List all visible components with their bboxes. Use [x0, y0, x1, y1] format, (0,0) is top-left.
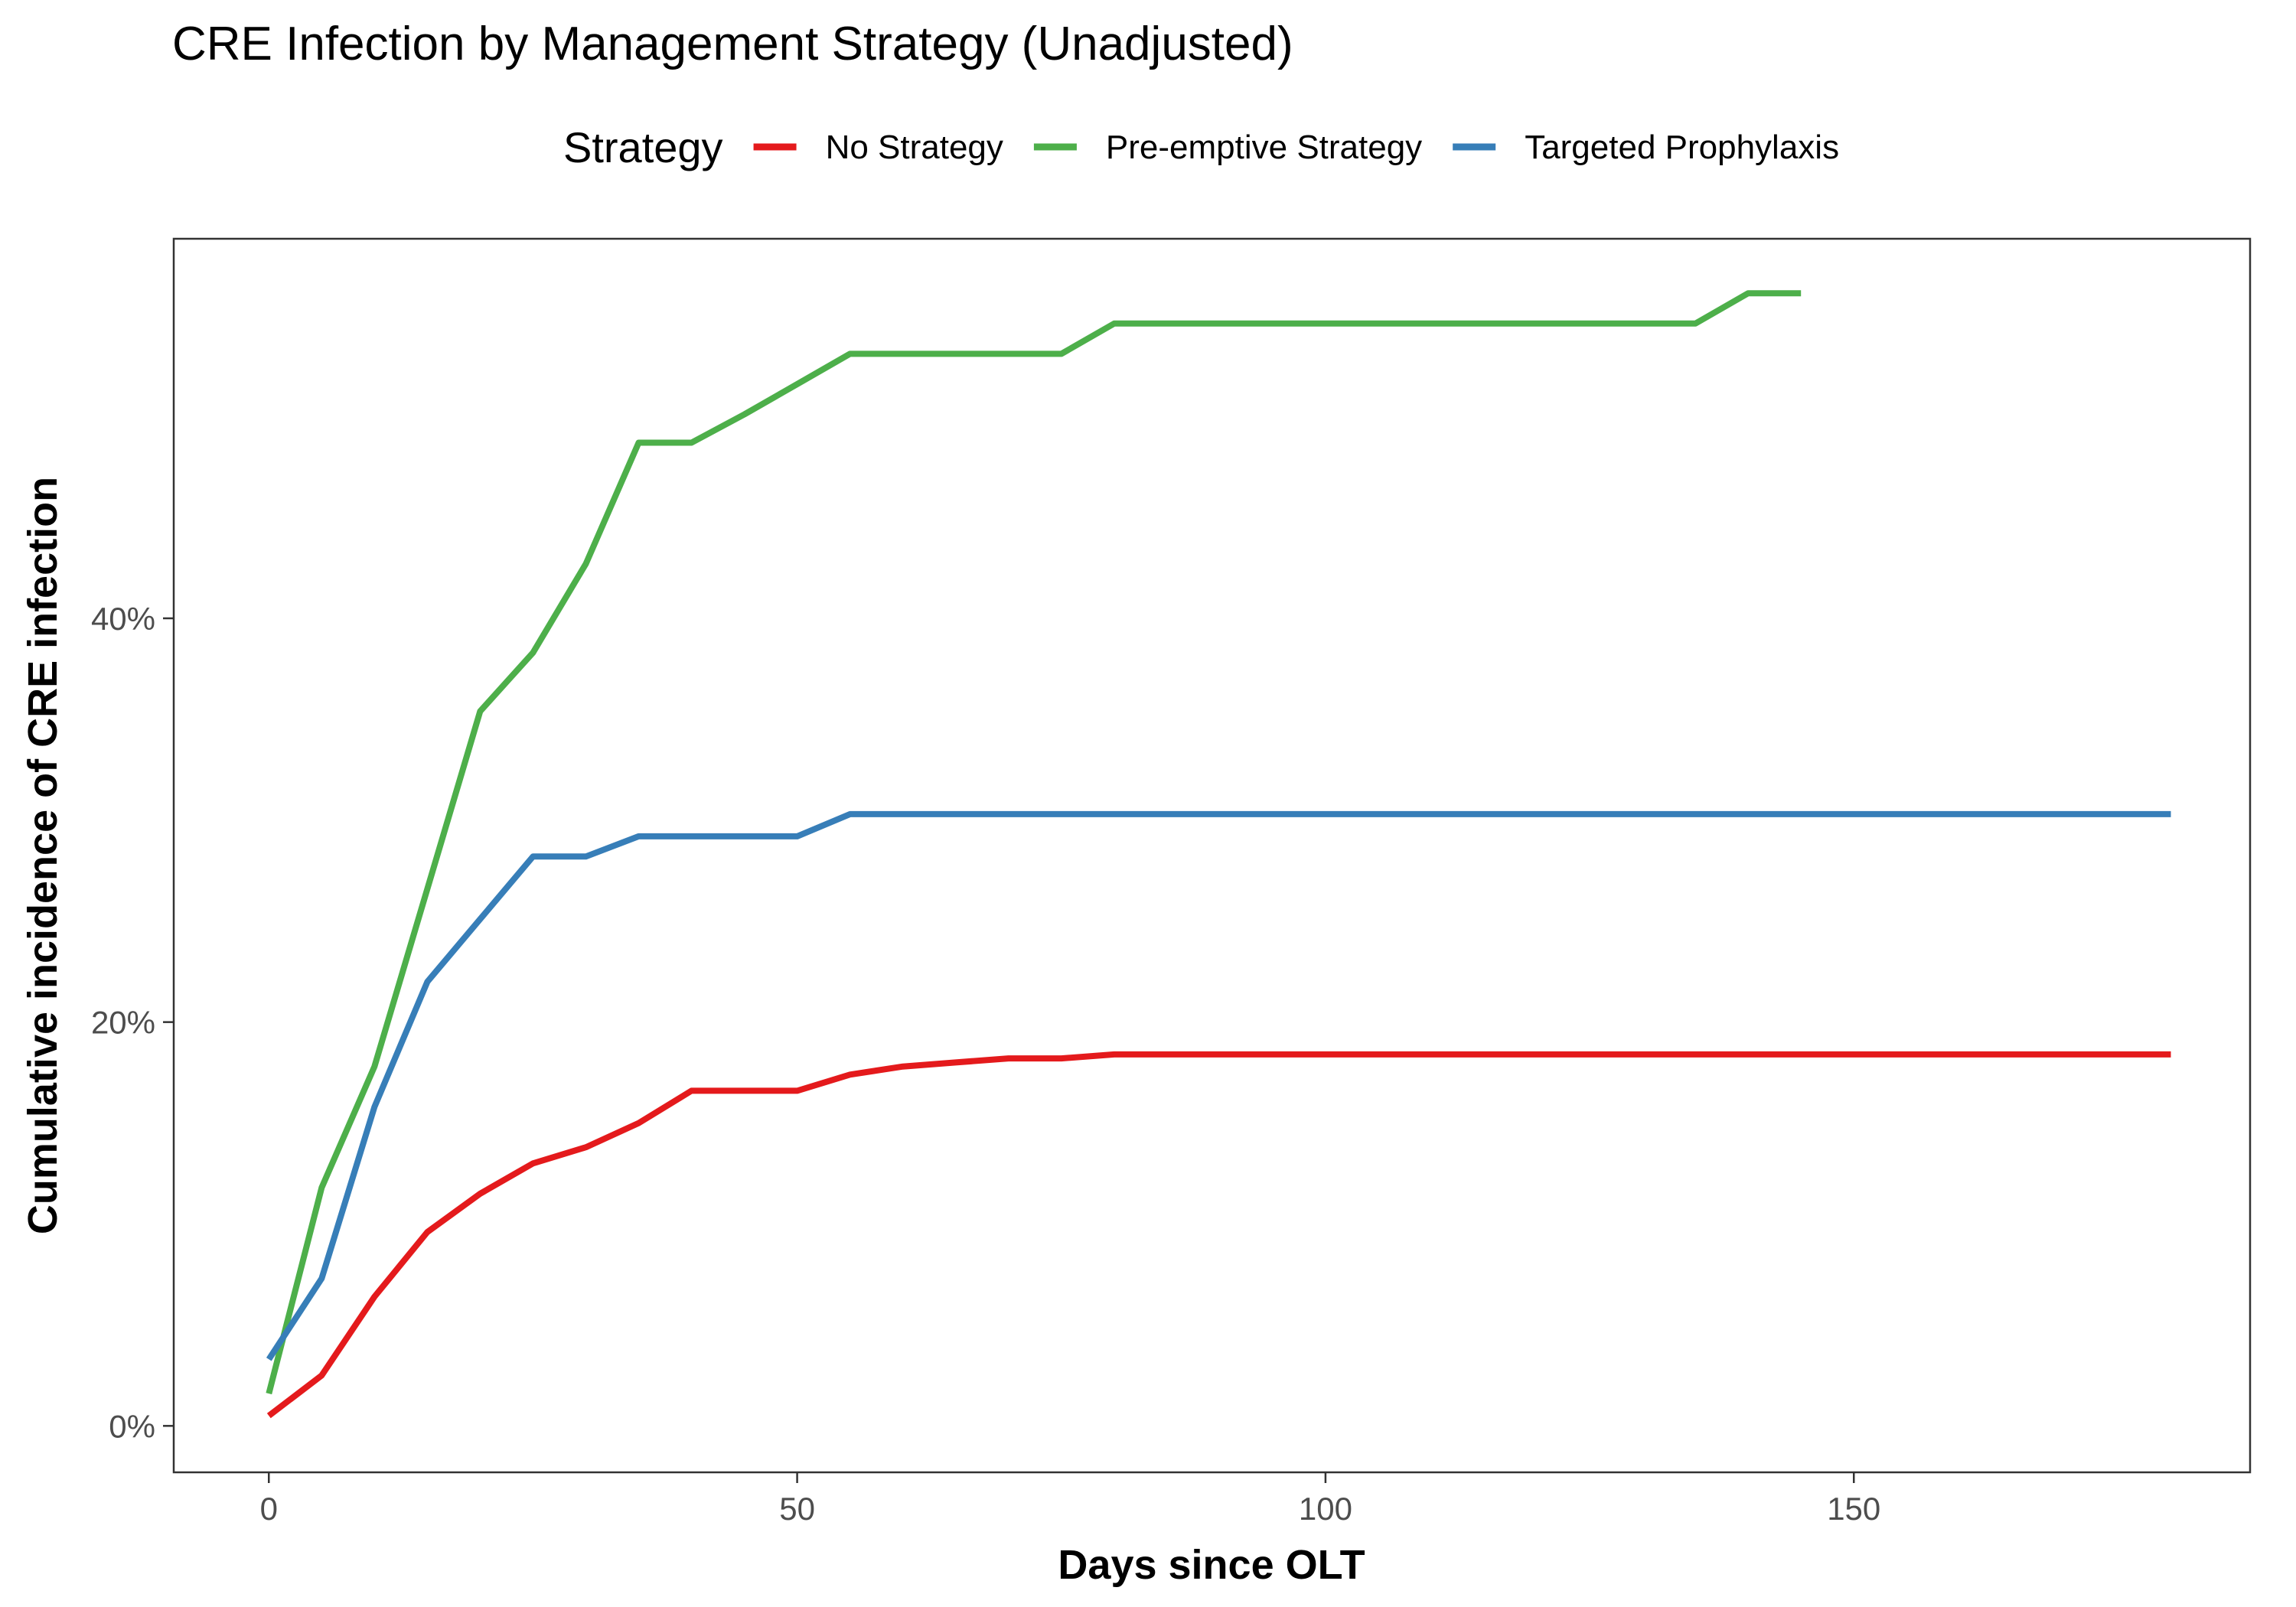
series-line-2: [266, 290, 1802, 1395]
y-tick-label: 0%: [109, 1408, 155, 1444]
x-tick-label: 100: [1299, 1491, 1352, 1527]
y-tick-label: 20%: [91, 1005, 155, 1041]
legend-title: Strategy: [563, 123, 723, 171]
legend-label-3: Targeted Prophylaxis: [1525, 129, 1839, 166]
y-axis: 0% 20% 40%: [91, 601, 174, 1444]
plot-panel: [172, 237, 2252, 1474]
legend-label-1: No Strategy: [826, 129, 1003, 166]
y-axis-title: Cumulative incidence of CRE infection: [20, 477, 66, 1234]
x-tick-label: 0: [260, 1491, 278, 1527]
x-tick-label: 150: [1827, 1491, 1880, 1527]
y-tick-label: 40%: [91, 601, 155, 637]
x-axis: 0 50 100 150: [260, 1472, 1880, 1527]
series-line-3: [266, 810, 2171, 1361]
x-tick-label: 50: [779, 1491, 815, 1527]
x-axis-title: Days since OLT: [1058, 1542, 1365, 1588]
series-layer: [266, 290, 2171, 1419]
legend-label-2: Pre-emptive Strategy: [1106, 129, 1422, 166]
chart-title: CRE Infection by Management Strategy (Un…: [172, 18, 1293, 70]
legend: Strategy No Strategy Pre-emptive Strategy…: [563, 123, 1839, 171]
series-line-1: [266, 1051, 2171, 1419]
